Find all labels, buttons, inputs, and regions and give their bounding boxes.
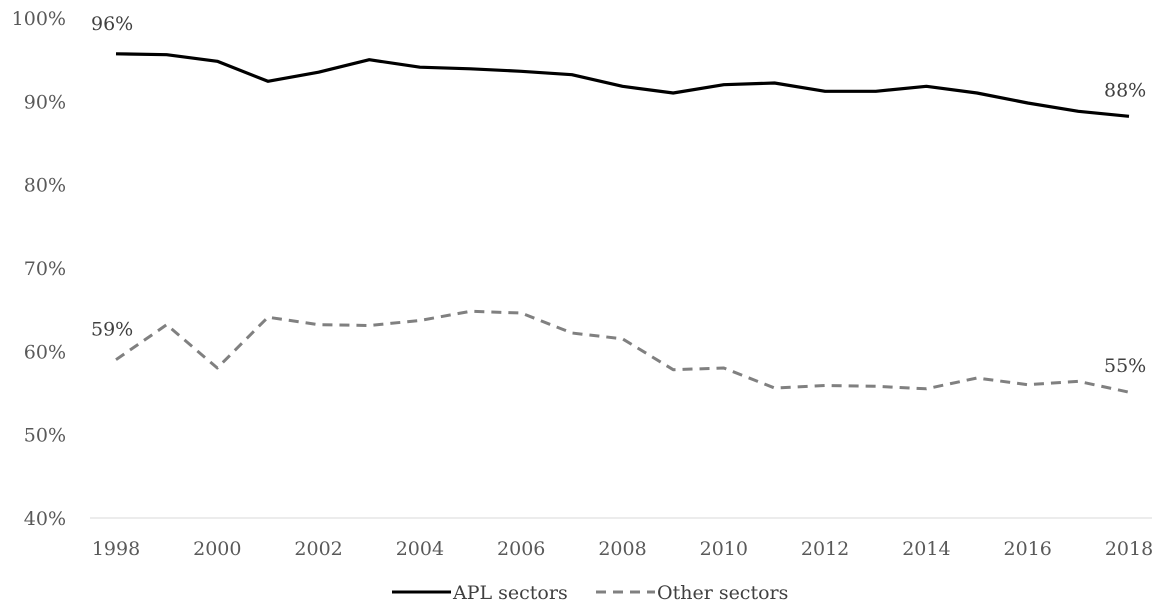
- y-tick-label: 70%: [24, 258, 66, 280]
- x-tick-label: 2008: [598, 538, 646, 560]
- y-tick-label: 80%: [24, 175, 66, 197]
- x-tick-label: 2012: [801, 538, 849, 560]
- series-line-other-sectors: [115, 309, 1130, 394]
- data-labels: 96% 88% 59% 55%: [91, 13, 1146, 377]
- x-tick-label: 2010: [700, 538, 748, 560]
- series-layer: [115, 52, 1130, 394]
- x-tick-label: 2006: [497, 538, 545, 560]
- x-tick-label: 2004: [396, 538, 444, 560]
- legend-label: Other sectors: [657, 582, 788, 604]
- legend-label: APL sectors: [452, 582, 568, 604]
- x-tick-label: 1998: [92, 538, 140, 560]
- series-line-apl-sectors: [115, 52, 1130, 118]
- legend: APL sectors Other sectors: [392, 582, 788, 604]
- x-tick-label: 2014: [902, 538, 950, 560]
- data-label-first: 59%: [91, 319, 133, 341]
- x-axis-ticks: 1998 2000 2002 2004 2006 2008 2010 2012 2014 2016…: [92, 538, 1153, 560]
- y-tick-label: 40%: [24, 508, 66, 530]
- x-tick-label: 2000: [193, 538, 241, 560]
- y-tick-label: 90%: [24, 91, 66, 113]
- y-axis-ticks: 40% 50% 60% 70% 80% 90% 100%: [12, 8, 66, 530]
- x-tick-label: 2016: [1004, 538, 1052, 560]
- x-tick-label: 2018: [1105, 538, 1153, 560]
- y-tick-label: 100%: [12, 8, 66, 30]
- x-tick-label: 2002: [294, 538, 342, 560]
- y-tick-label: 60%: [24, 341, 66, 363]
- data-label-last: 88%: [1104, 79, 1146, 101]
- data-label-last: 55%: [1104, 355, 1146, 377]
- y-tick-label: 50%: [24, 425, 66, 447]
- data-label-first: 96%: [91, 13, 133, 35]
